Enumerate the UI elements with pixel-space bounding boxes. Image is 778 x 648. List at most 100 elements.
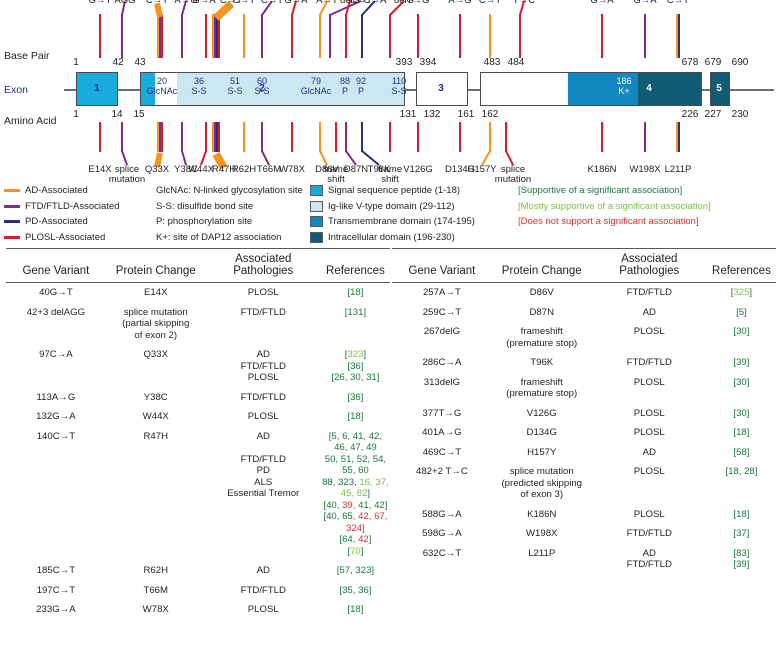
legend-domains: Signal sequence peptide (1-18) Ig-like V-… [310, 183, 475, 245]
reference-line: [18] [708, 509, 775, 521]
aa-tick-227: 227 [704, 109, 722, 120]
stripe-plosl [601, 14, 603, 58]
reference-line: 50, 51, 52, 54, 55, 60 [322, 454, 389, 477]
stripe-plosl [389, 14, 391, 58]
legend-dash-icon [4, 235, 20, 239]
reference-line: [323] [322, 349, 389, 361]
stripe-ad [243, 14, 245, 58]
reference-line: [18] [322, 604, 389, 616]
cell-references: [57, 323] [321, 561, 390, 581]
reference-token: [18] [733, 508, 750, 520]
cell-gene-variant: 259C→T [422, 306, 462, 318]
top-mutation-stem-185C>T [243, 14, 245, 58]
cell-gene-variant: 257A→T [422, 287, 461, 298]
bottom-mutation-stem-splice-2 [505, 122, 507, 152]
cell-references: [83] [39] [707, 544, 776, 575]
bottom-mutation-stem-E14X [99, 122, 101, 152]
cell-gene-variant: 632C→T [422, 547, 462, 559]
legend-domain-label: Ig-like V-type domain (29-112) [328, 200, 455, 212]
reference-token: [ [344, 349, 348, 360]
top-mutation-label-598G>A: 598G→A [633, 0, 657, 6]
reference-token: [30] [733, 326, 750, 337]
protein-change-line: R47H [143, 430, 168, 442]
reference-line: [40, 39, 41, 42] [322, 500, 389, 512]
cell-protein-change: W44X [106, 407, 206, 427]
legend-domain-0: Signal sequence peptide (1-18) [310, 183, 475, 199]
cell-protein-change: Y38C [106, 388, 206, 408]
table-left-body: 40G→T E14X PLOSL [18] 42+3 delAGG splice muta… [6, 283, 390, 620]
cell-protein-change: frameshift (premature stop) [492, 373, 592, 404]
cell-references: [30] [707, 322, 776, 353]
cell-pathologies: AD [592, 303, 707, 323]
cell-protein-change: K186N [492, 505, 592, 525]
bottom-mutation-label-frameshift-1: frame shift [323, 164, 349, 185]
stripe-plosl [519, 14, 521, 58]
protein-change-line: (premature stop) [506, 337, 578, 349]
exon-number-5: 5 [716, 83, 722, 94]
protein-change-line: L211P [528, 547, 556, 559]
cell-gene-variant: 197C→T [36, 584, 76, 596]
reference-token: [36] [347, 391, 364, 403]
cell-references: [18] [321, 407, 390, 427]
stripe-ftd [214, 14, 216, 58]
legend-assoc-label: FTD/FTLD-Associated [25, 200, 120, 212]
bottom-mutation-stem-Q33X [157, 122, 163, 152]
top-mutation-stem-632C>T [676, 14, 680, 58]
stripe-ftd [644, 14, 646, 58]
top-mutation-label-233G>A: 233G→A [284, 0, 308, 6]
legend-assoc-label: AD-Associated [25, 185, 88, 197]
bottom-mutation-stem-W78X [291, 122, 293, 152]
legend-dash-icon [4, 189, 20, 193]
protein-change-line: D134G [526, 427, 557, 438]
cell-pathologies: FTD/FTLD [592, 524, 707, 544]
pathology-line: ALS [254, 476, 273, 488]
stripe-pd [361, 14, 363, 58]
reference-line: [30] [708, 377, 775, 389]
top-mutation-label-185C>T: 185C→T [232, 0, 256, 6]
protein-change-line: W198X [526, 528, 558, 539]
top-mutation-stem-42+3delAGG [121, 14, 123, 58]
reference-token: [39] [733, 357, 750, 368]
stripe-pd [216, 14, 218, 58]
cell-gene-variant: 132G→A [36, 411, 76, 422]
reference-line: [36] [322, 361, 389, 373]
stripe-ftd [121, 122, 123, 152]
variant-table-right: Gene Variant Protein Change Associated P… [392, 248, 776, 575]
bottom-mutation-label-W198X: W198X [629, 164, 661, 175]
stripe-ftd [159, 122, 161, 152]
table-row: 469C→T H157Y AD [58] [392, 443, 776, 463]
bar-site-79: 79 GlcNAc [300, 76, 332, 96]
legend-abbr-2: P: phosphorylation site [156, 214, 303, 230]
reference-line: [39] [708, 357, 775, 369]
cell-references: [323] [36] [26, 30, 31] [321, 345, 390, 388]
col-associated-pathologies: Associated Pathologies [205, 248, 321, 283]
reference-token: [18, 28] [725, 466, 758, 477]
cell-protein-change: L211P [492, 544, 592, 575]
table-row: 286C→A T96K FTD/FTLD [39] [392, 353, 776, 373]
stripe-plosl [161, 14, 163, 58]
reference-token: 39 [342, 499, 353, 511]
legend-abbr-1: S-S: disulfide bond site [156, 199, 303, 215]
reference-token: 50, 51, 52, 54, 55, 60 [324, 453, 387, 477]
legend-support-label: [Mostly supportive of a significant asso… [518, 200, 711, 212]
cell-references: [39] [707, 353, 776, 373]
stripe-ad [489, 122, 491, 152]
bottom-mutation-label-frameshift-2: frame shift [377, 164, 403, 185]
top-mutation-label-469C>T: 469C→T [478, 0, 502, 6]
bottom-mutation-stem-R62H [243, 122, 245, 152]
reference-line: [37] [708, 528, 775, 540]
legend-support-0: [Supportive of a significant association… [518, 183, 711, 199]
pathology-line: FTD/FTLD [626, 357, 672, 368]
pathology-line: FTD/FTLD [240, 453, 286, 465]
top-mutation-label-197C>T: 197C→T [260, 0, 284, 6]
cell-pathologies: FTD/FTLD [206, 388, 321, 408]
table-row: 267delG frameshift (premature stop) PLOSL [3… [392, 322, 776, 353]
cell-pathologies: PLOSL [592, 322, 707, 353]
reference-line: [5] [708, 307, 775, 319]
reference-line: [18] [322, 411, 389, 423]
cell-protein-change: R47H [106, 427, 206, 562]
reference-token: , 41, 42] [352, 499, 388, 511]
reference-line: [30] [708, 408, 775, 420]
stripe-pd [216, 122, 218, 152]
cell-pathologies: PLOSL [206, 600, 321, 620]
